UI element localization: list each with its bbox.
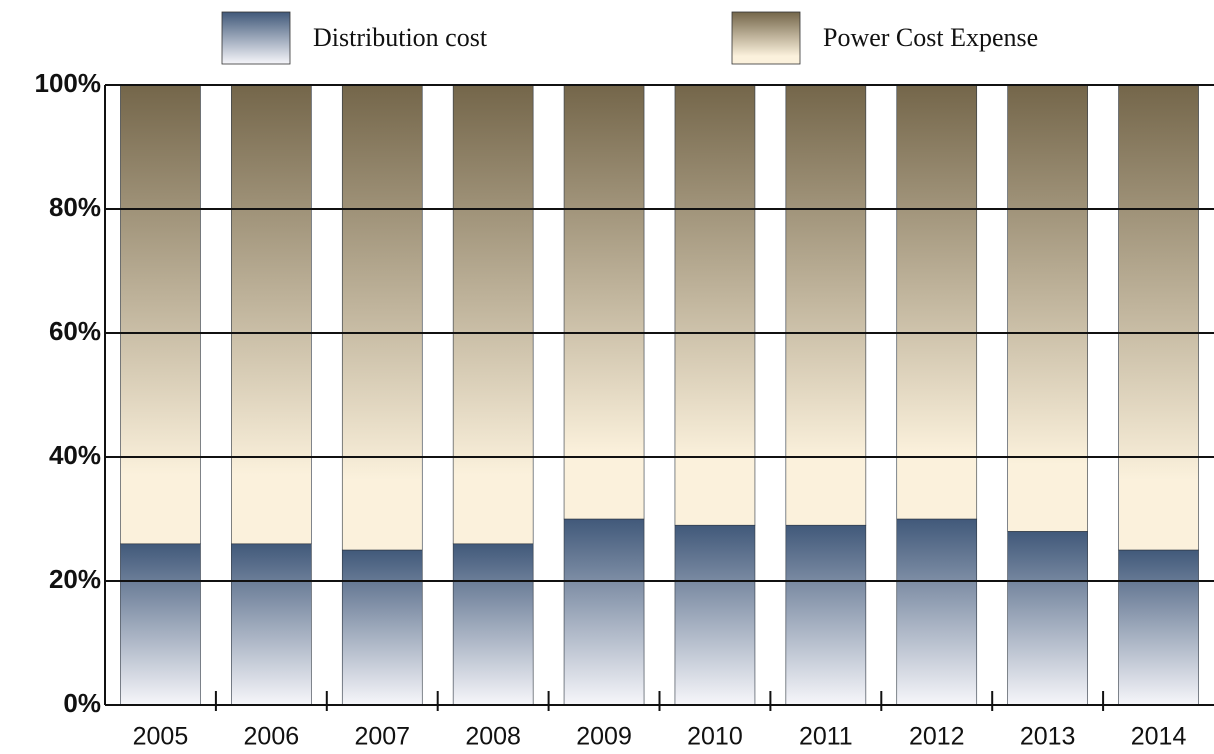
x-tick-label: 2008 [465,723,521,751]
x-tick-label: 2013 [1020,723,1076,751]
bar-segment [1007,531,1088,706]
bar-segment [674,84,756,526]
bar-segment [341,84,423,551]
legend-label: Distribution cost [313,23,488,52]
legend-swatch [731,11,801,65]
y-tick-label: 60% [49,316,101,346]
x-tick-label: 2006 [244,723,300,751]
bar-segment [674,524,756,706]
bar-segment [120,543,201,706]
bar-segment [452,543,534,706]
bar-segment [896,84,978,520]
bar-segment [452,84,534,545]
bar-segment [1118,549,1199,706]
y-tick-label: 80% [49,192,101,222]
bar-segment [896,518,978,706]
bar-segment [1118,84,1199,551]
bar-segment [785,524,867,706]
x-tick-label: 2005 [133,723,189,751]
legend-label: Power Cost Expense [823,23,1038,52]
y-tick-label: 0% [63,688,101,718]
y-tick-label: 40% [49,440,101,470]
x-tick-label: 2011 [799,723,853,751]
x-tick-label: 2010 [687,723,743,751]
bar-segment [231,543,312,706]
legend-swatch [221,11,291,65]
y-tick-label: 100% [35,68,102,98]
x-tick-label: 2014 [1131,723,1187,751]
x-tick-label: 2012 [909,723,965,751]
bar-segment [563,84,645,520]
x-tick-label: 2007 [354,723,410,751]
bar-segment [563,518,645,706]
bar-segment [785,84,867,526]
bar-segment [341,549,423,706]
bar-segment [120,84,201,545]
bar-segment [231,84,312,545]
bar-segment [1007,84,1088,532]
x-tick-label: 2009 [576,723,632,751]
y-tick-label: 20% [49,564,101,594]
